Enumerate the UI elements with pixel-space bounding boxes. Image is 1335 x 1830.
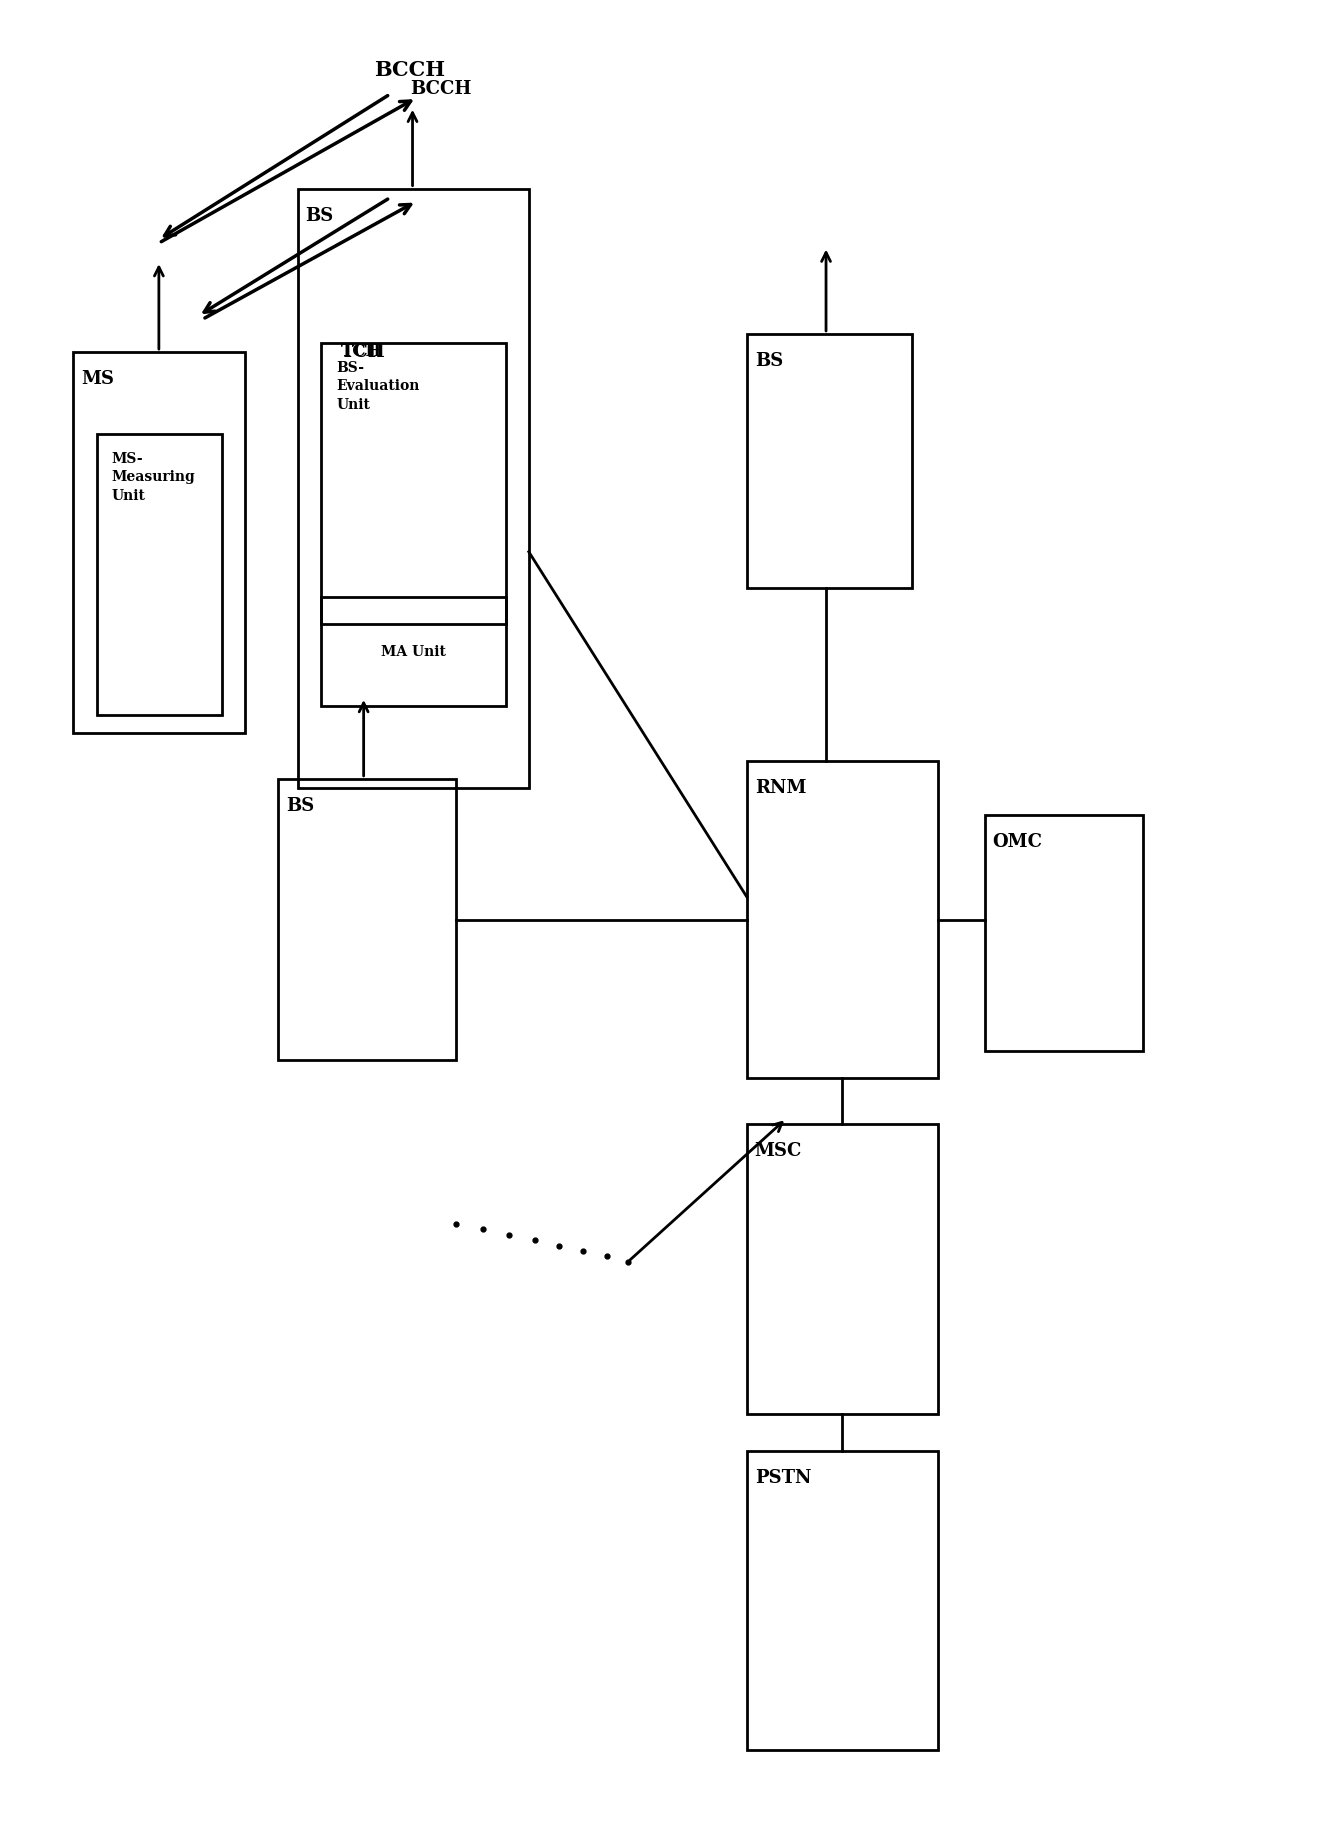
- Text: BCCH: BCCH: [374, 60, 446, 79]
- Text: TCH: TCH: [342, 342, 386, 361]
- Text: BS: BS: [754, 351, 782, 370]
- Bar: [73, 351, 244, 734]
- Text: TCH: TCH: [342, 342, 382, 361]
- Text: BS: BS: [286, 796, 314, 814]
- Text: MSC: MSC: [754, 1142, 802, 1160]
- Text: BCCH: BCCH: [410, 79, 471, 97]
- Text: BS-
Evaluation
Unit: BS- Evaluation Unit: [336, 361, 419, 412]
- Bar: [322, 342, 506, 624]
- Text: BS: BS: [306, 207, 334, 225]
- Bar: [298, 188, 529, 789]
- Bar: [322, 597, 506, 706]
- Text: RNM: RNM: [754, 780, 806, 796]
- Text: OMC: OMC: [992, 833, 1043, 851]
- Bar: [96, 434, 223, 716]
- Text: MS: MS: [81, 370, 113, 388]
- Bar: [985, 814, 1143, 1050]
- Bar: [746, 1124, 939, 1415]
- Text: MS-
Measuring
Unit: MS- Measuring Unit: [112, 452, 196, 503]
- Bar: [746, 333, 912, 587]
- Text: PSTN: PSTN: [754, 1469, 812, 1488]
- Bar: [746, 1451, 939, 1751]
- Bar: [746, 761, 939, 1078]
- Bar: [278, 780, 457, 1060]
- Text: MA Unit: MA Unit: [382, 644, 446, 659]
